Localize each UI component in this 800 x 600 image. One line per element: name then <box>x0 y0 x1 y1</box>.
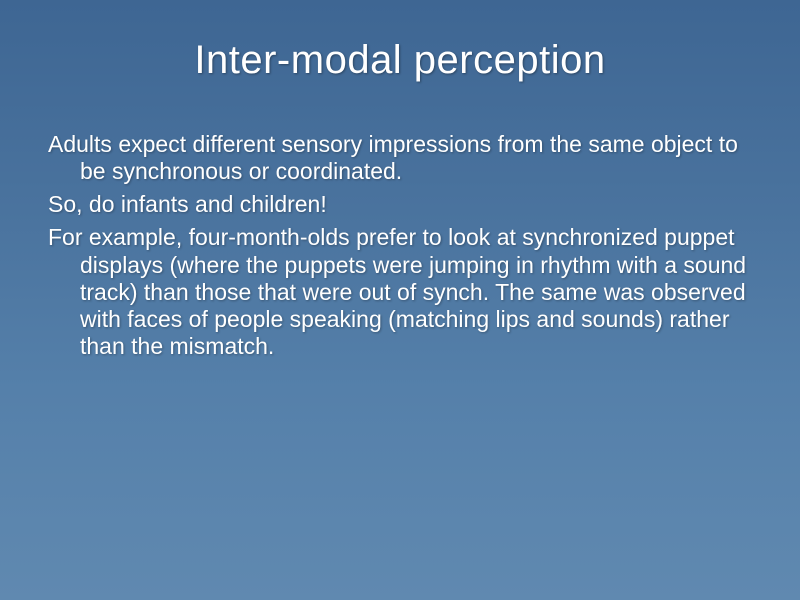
paragraph: So, do infants and children! <box>48 191 752 218</box>
slide-title: Inter-modal perception <box>48 38 752 83</box>
slide: Inter-modal perception Adults expect dif… <box>0 0 800 600</box>
slide-body: Adults expect different sensory impressi… <box>48 131 752 360</box>
paragraph: Adults expect different sensory impressi… <box>48 131 752 185</box>
paragraph: For example, four-month-olds prefer to l… <box>48 224 752 360</box>
